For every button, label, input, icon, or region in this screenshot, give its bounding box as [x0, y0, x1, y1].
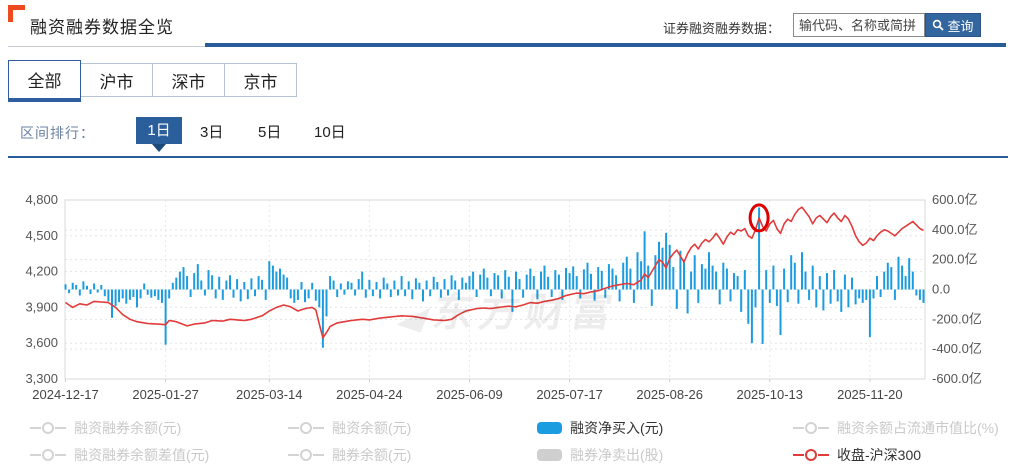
svg-text:4,500: 4,500 [25, 228, 58, 243]
svg-text:-400.0亿: -400.0亿 [932, 341, 982, 356]
legend-line-circle-marker-icon [30, 448, 66, 461]
chart-legend: 融资融券余额(元) 融资余额(元) 融资净买入(元) 融资余额占流通市值比(%)… [0, 414, 1033, 468]
legend-line-circle-marker-icon [793, 421, 829, 434]
svg-text:2025-10-13: 2025-10-13 [737, 387, 804, 402]
range-1d-button[interactable]: 1日 [136, 117, 182, 144]
svg-text:2025-11-20: 2025-11-20 [837, 387, 903, 402]
search-icon [933, 19, 945, 31]
legend-item[interactable]: 融资净买入(元) [537, 418, 793, 438]
right-axis-labels: 600.0亿 400.0亿 200.0亿 0.0 -200.0亿 -400.0亿 -600.… [932, 192, 982, 386]
legend-item[interactable]: 融资余额占流通市值比(%) [793, 418, 1033, 438]
line-series-csi300 [65, 206, 924, 339]
svg-text:2025-06-09: 2025-06-09 [436, 387, 503, 402]
legend-item-label: 融券余额(元) [332, 446, 412, 463]
svg-text:2025-07-17: 2025-07-17 [536, 387, 603, 402]
svg-text:600.0亿: 600.0亿 [932, 192, 978, 207]
legend-item-label: 融资净买入(元) [570, 419, 664, 436]
range-active-caret-icon [152, 144, 166, 152]
legend-item[interactable]: 融资融券余额(元) [30, 418, 288, 438]
svg-text:3,900: 3,900 [25, 299, 58, 314]
search-input[interactable] [793, 13, 925, 37]
svg-text:2025-08-26: 2025-08-26 [636, 387, 703, 402]
search-button[interactable]: 查询 [925, 13, 981, 37]
legend-line-circle-marker-icon [288, 448, 324, 461]
tab-shanghai[interactable]: 沪市 [81, 63, 153, 97]
svg-text:2024-12-17: 2024-12-17 [32, 387, 99, 402]
svg-text:2025-04-24: 2025-04-24 [336, 387, 403, 402]
legend-row: 融资融券余额差值(元) 融券余额(元) 融券净卖出(股) 收盘-沪深300 [30, 441, 1033, 468]
x-axis-labels: 2024-12-17 2025-01-27 2025-03-14 2025-04-24… [32, 379, 903, 402]
legend-item-label: 融券净卖出(股) [570, 446, 664, 463]
corner-bracket-icon [8, 5, 25, 22]
range-3d-button[interactable]: 3日 [200, 121, 223, 142]
legend-line-circle-marker-icon [288, 421, 324, 434]
svg-text:400.0亿: 400.0亿 [932, 222, 978, 237]
range-10d-button[interactable]: 10日 [314, 121, 346, 142]
market-tabs: 全部 沪市 深市 京市 [8, 60, 297, 102]
section-divider [8, 156, 1008, 158]
legend-item-label: 融资余额(元) [332, 419, 412, 436]
svg-text:-200.0亿: -200.0亿 [932, 311, 982, 326]
range-5d-button[interactable]: 5日 [258, 121, 281, 142]
legend-item[interactable]: 融券净卖出(股) [537, 445, 793, 465]
legend-item-label: 融资融券余额差值(元) [74, 446, 210, 463]
left-axis-labels: 4,800 4,500 4,200 3,900 3,600 3,300 [25, 192, 58, 386]
svg-text:0.0: 0.0 [932, 282, 950, 297]
svg-text:200.0亿: 200.0亿 [932, 252, 978, 267]
svg-text:3,600: 3,600 [25, 335, 58, 350]
svg-text:4,800: 4,800 [25, 192, 58, 207]
tab-shenzhen[interactable]: 深市 [153, 63, 225, 97]
margin-chart[interactable]: 4,800 4,500 4,200 3,900 3,600 3,300 600.0亿 400.… [0, 185, 1033, 415]
legend-item-label: 融资余额占流通市值比(%) [837, 419, 999, 436]
search-label: 证券融资融券数据： [663, 21, 781, 36]
legend-line-circle-marker-icon [793, 448, 829, 461]
tab-beijing[interactable]: 京市 [225, 63, 297, 97]
svg-text:4,200: 4,200 [25, 264, 58, 279]
legend-rect-marker-icon [537, 448, 562, 461]
legend-line-circle-marker-icon [30, 421, 66, 434]
header-underline-gray [8, 46, 205, 47]
search-button-label: 查询 [947, 18, 974, 34]
legend-row: 融资融券余额(元) 融资余额(元) 融资净买入(元) 融资余额占流通市值比(%) [30, 414, 1033, 441]
bar-series-net-buy [64, 207, 925, 348]
range-rank-label: 区间排行： [20, 125, 95, 141]
tab-all[interactable]: 全部 [8, 60, 81, 102]
svg-text:2025-03-14: 2025-03-14 [236, 387, 303, 402]
svg-text:-600.0亿: -600.0亿 [932, 371, 982, 386]
legend-item[interactable]: 融资余额(元) [288, 418, 537, 438]
page-title: 融资融券数据全览 [30, 18, 174, 37]
legend-item-label: 收盘-沪深300 [837, 446, 922, 463]
header-underline-blue [205, 43, 1006, 47]
legend-item-label: 融资融券余额(元) [74, 419, 182, 436]
legend-item[interactable]: 融券余额(元) [288, 445, 537, 465]
svg-text:3,300: 3,300 [25, 371, 58, 386]
legend-rect-marker-icon [537, 421, 562, 434]
margin-chart-area: ◢东方财富 4,800 4,500 4,200 3,900 3,600 3,300 600.… [0, 185, 1033, 415]
legend-item[interactable]: 融资融券余额差值(元) [30, 445, 288, 465]
highlight-circle-annotation [748, 203, 770, 233]
legend-item[interactable]: 收盘-沪深300 [793, 445, 1033, 465]
svg-text:2025-01-27: 2025-01-27 [132, 387, 199, 402]
